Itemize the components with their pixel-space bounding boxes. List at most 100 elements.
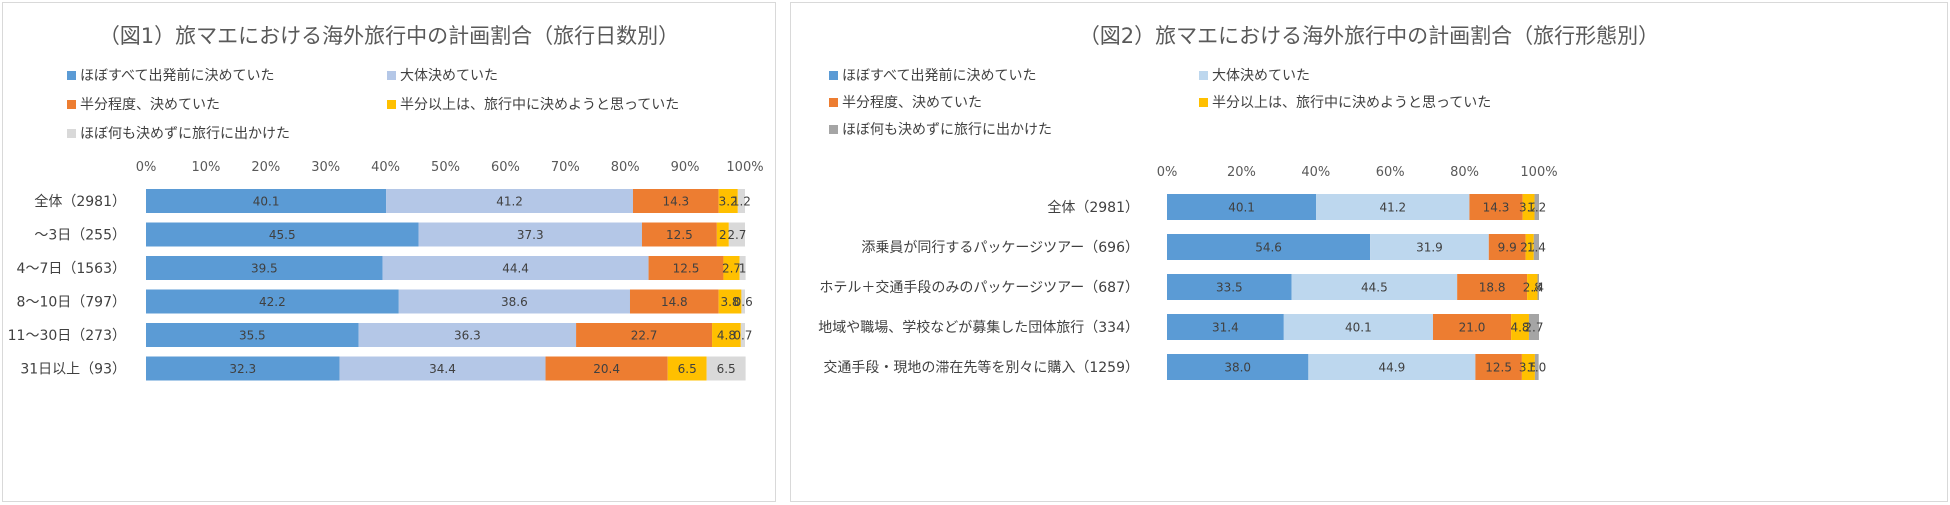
data-label: 14.3 [662, 195, 689, 209]
legend-item-series-4: 半分以上は、旅行中に決めようと思っていた [1199, 94, 1491, 112]
category-label: 8～10日（797） [17, 295, 126, 311]
legend-swatch [829, 125, 838, 134]
bar-segment [1511, 314, 1529, 340]
legend-label: ほぼすべて出発前に決めていた [80, 68, 275, 84]
bar-segment [1534, 194, 1539, 220]
data-label: 1.2 [1527, 201, 1546, 215]
category-label: ～3日（255） [34, 228, 126, 244]
data-label: 44.4 [502, 262, 529, 276]
bar-segment [1488, 234, 1526, 260]
data-label: 3.2 [1519, 201, 1538, 215]
x-tick-label: 10% [191, 160, 220, 175]
chart-title: （図2）旅マエにおける海外旅行中の計画割合（旅行形態別） [1078, 24, 1660, 48]
legend-swatch [67, 100, 76, 109]
x-tick-label: 20% [251, 160, 280, 175]
data-label: 3.2 [719, 195, 738, 209]
bar-segment [1283, 314, 1433, 340]
x-tick-label: 40% [1301, 165, 1330, 180]
legend-swatch [829, 98, 838, 107]
data-label: 44.5 [1361, 281, 1388, 295]
data-label: 14.3 [1483, 201, 1510, 215]
bar-segment [737, 189, 745, 213]
bar-segment [576, 323, 713, 347]
x-tick-label: 80% [1450, 165, 1479, 180]
chart-panel-trip-length: （図1）旅マエにおける海外旅行中の計画割合（旅行日数別） ほぼすべて出発前に決め… [2, 2, 776, 502]
legend-swatch [1199, 98, 1208, 107]
data-label: 31.9 [1416, 241, 1443, 255]
bar-segment [1370, 234, 1489, 260]
bar-segment [1316, 194, 1470, 220]
bar-segment [718, 289, 742, 314]
legend-swatch [1199, 71, 1208, 80]
bar-chart-plot: 0% 10% 20% 30% 40% 50% 60% 70% 80% 90% 100% 全体（2981… [8, 160, 764, 381]
bar-segment [739, 256, 746, 280]
bar-segment [1533, 234, 1539, 260]
bar-segment [1432, 314, 1512, 340]
bar-segment [1167, 274, 1292, 300]
data-label: 2.7 [722, 262, 741, 276]
data-label: 12.5 [673, 262, 700, 276]
x-tick-label: 100% [726, 160, 763, 175]
x-tick-label: 70% [551, 160, 580, 175]
bar-segment [1528, 314, 1539, 340]
legend-label: ほぼ何も決めずに旅行に出かけた [842, 122, 1052, 138]
legend-item-series-3: 半分程度、決めていた [829, 94, 982, 112]
data-label: 42.2 [259, 295, 286, 309]
data-label: 2.7 [1524, 321, 1543, 335]
bar-segment [146, 222, 419, 247]
bar-segment [706, 356, 746, 381]
category-label: 地域や職場、学校などが募集した団体旅行（334） [818, 319, 1139, 336]
legend-item-series-2: 大体決めていた [387, 67, 498, 85]
legend-swatch [829, 71, 838, 80]
data-label: 36.3 [454, 329, 481, 343]
data-label: 1.0 [1527, 361, 1546, 375]
category-label: 31日以上（93） [20, 362, 126, 378]
data-label: 21.0 [1459, 321, 1486, 335]
bar-segment [1475, 354, 1522, 380]
data-label: 12.5 [666, 228, 693, 242]
legend-swatch [387, 71, 396, 80]
data-label: 0.6 [734, 295, 753, 309]
bar-segment [146, 356, 340, 381]
bar-segment [1469, 194, 1523, 220]
data-label: 6.5 [717, 362, 736, 376]
data-label: 22.7 [631, 329, 658, 343]
legend-item-series-1: ほぼすべて出発前に決めていた [829, 67, 1036, 85]
data-label: 3.5 [1519, 361, 1538, 375]
bar-segment [146, 256, 383, 280]
bar-segment [629, 289, 719, 314]
bar-segment [146, 289, 399, 314]
bar-segment [723, 256, 740, 280]
legend-item-series-5: ほぼ何も決めずに旅行に出かけた [67, 125, 290, 143]
bar-segment [716, 222, 729, 247]
data-label: 31.4 [1212, 321, 1239, 335]
category-label: 11～30日（273） [8, 328, 126, 344]
data-label: 45.5 [269, 228, 296, 242]
bar-segment [718, 189, 738, 213]
bar-segment [386, 189, 633, 213]
legend-label: 半分以上は、旅行中に決めようと思っていた [400, 97, 680, 113]
data-label: .4 [1533, 281, 1544, 295]
category-label: 全体（2981） [34, 193, 126, 210]
bar-segment [1537, 274, 1539, 300]
bar-segment [1457, 274, 1528, 300]
chart-panel-trip-type: （図2）旅マエにおける海外旅行中の計画割合（旅行形態別） ほぼすべて出発前に決め… [790, 2, 1948, 502]
bar-segment [728, 222, 745, 247]
data-label: 2 [719, 228, 727, 242]
data-label: 2.7 [727, 228, 746, 242]
legend-label: ほぼ何も決めずに旅行に出かけた [80, 126, 290, 142]
legend-item-series-2: 大体決めていた [1199, 67, 1310, 85]
data-label: 40.1 [1345, 321, 1372, 335]
data-label: 3.8 [720, 295, 739, 309]
data-label: 14.8 [661, 295, 688, 309]
data-label: 38.6 [501, 295, 528, 309]
x-tick-label: 0% [1157, 165, 1178, 180]
bar-segment [741, 289, 745, 314]
legend-label: 大体決めていた [400, 68, 498, 84]
bar-segment [740, 323, 745, 347]
category-label: 添乗員が同行するパッケージツアー（696） [861, 240, 1139, 256]
x-tick-label: 20% [1227, 165, 1256, 180]
category-label: 4～7日（1563） [17, 261, 126, 277]
data-label: 33.5 [1216, 281, 1243, 295]
chart-title: （図1）旅マエにおける海外旅行中の計画割合（旅行日数別） [98, 24, 680, 48]
